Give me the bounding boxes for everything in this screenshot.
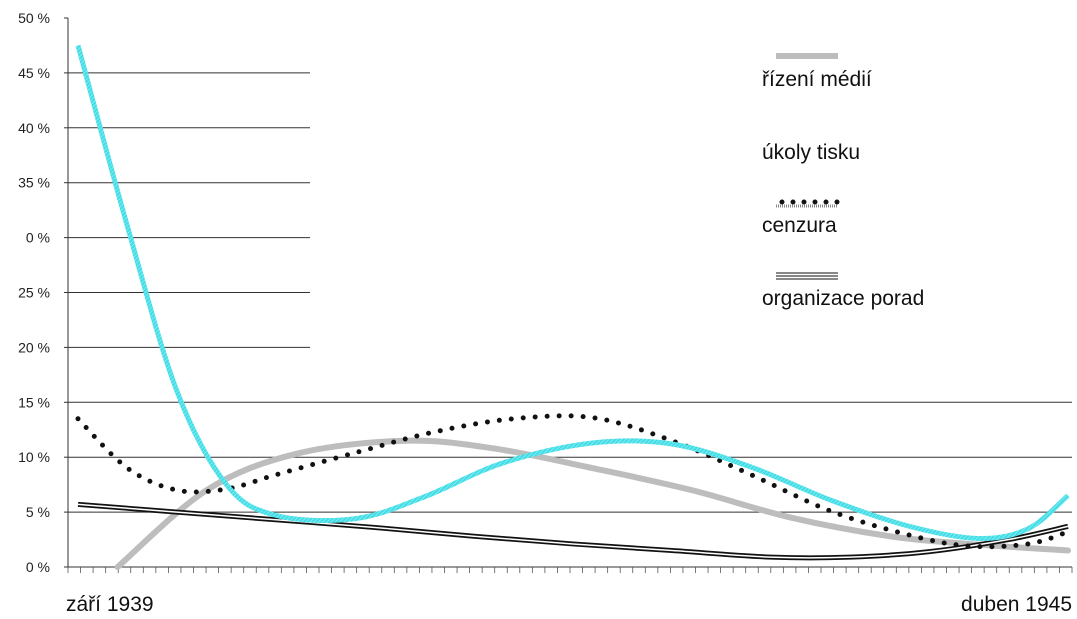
legend-item: cenzura — [762, 199, 841, 237]
legend-label: cenzura — [762, 214, 837, 237]
y-tick-label: 50 % — [18, 10, 50, 26]
y-tick-label: 45 % — [18, 65, 50, 81]
y-tick-label: 0 % — [26, 559, 50, 575]
y-tick-label: 15 % — [18, 394, 50, 410]
y-tick-label: 20 % — [18, 339, 50, 355]
series-layer — [75, 44, 1071, 570]
legend-label: řízení médií — [762, 68, 872, 91]
series-line — [75, 44, 1070, 541]
series-2 — [75, 413, 1071, 550]
series-line — [114, 437, 1071, 570]
series-0 — [114, 437, 1071, 570]
series-line-inner — [77, 503, 1069, 559]
legend-item: úkoly tisku — [762, 141, 860, 208]
series-3 — [77, 501, 1069, 561]
y-tick-label: 10 % — [18, 449, 50, 465]
gridlines — [68, 72, 1072, 513]
x-tick-label-end: duben 1945 — [961, 593, 1072, 616]
series-line — [75, 413, 1071, 550]
y-tick-label: 25 % — [18, 285, 50, 301]
legend: řízení médií úkoly tisku cenzura organizace… — [762, 53, 924, 310]
series-1 — [75, 44, 1070, 541]
y-tick-label: 0 % — [26, 230, 50, 246]
y-axis-tick-labels: 0 % 5 % 10 % 15 % 20 % 25 % 0 % 35 % 40 % 45 % 50 … — [18, 10, 50, 575]
y-tick-label: 35 % — [18, 175, 50, 191]
axes — [64, 17, 1073, 573]
y-tick-label: 5 % — [26, 504, 50, 520]
x-tick-label-start: září 1939 — [66, 593, 154, 616]
legend-label: úkoly tisku — [762, 141, 860, 164]
y-tick-label: 40 % — [18, 120, 50, 136]
legend-item: řízení médií — [762, 53, 872, 91]
legend-item: organizace porad — [762, 272, 924, 310]
legend-label: organizace porad — [762, 287, 924, 310]
